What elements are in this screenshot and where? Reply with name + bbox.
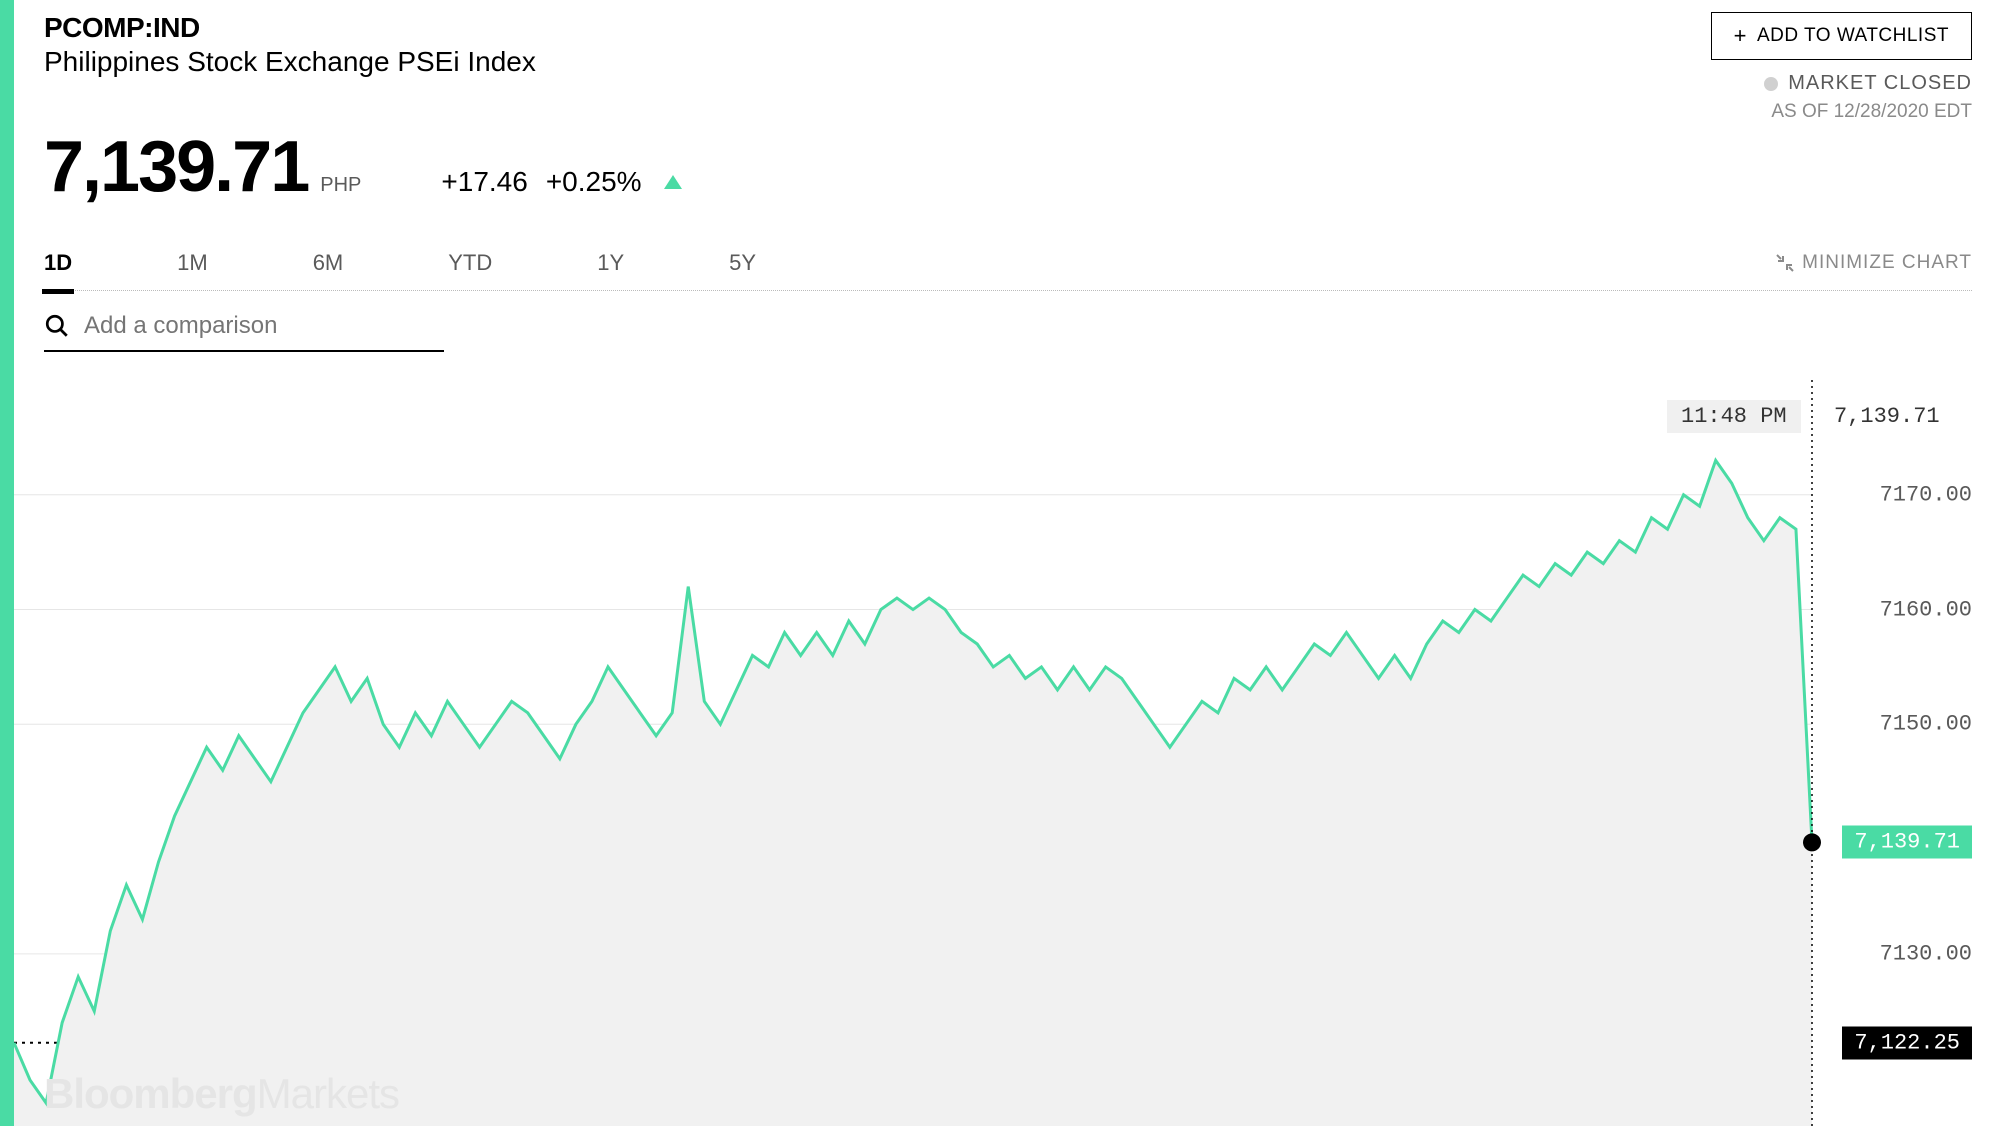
tab-1m[interactable]: 1M (177, 250, 208, 276)
tab-5y[interactable]: 5Y (729, 250, 756, 276)
minimize-icon (1776, 254, 1794, 272)
change-absolute: +17.46 (441, 166, 527, 198)
change-percent: +0.25% (546, 166, 642, 198)
price-chart[interactable] (14, 380, 1972, 1126)
index-name: Philippines Stock Exchange PSEi Index (44, 46, 1972, 78)
watermark-light: Markets (257, 1070, 399, 1117)
tab-ytd[interactable]: YTD (448, 250, 492, 276)
accent-bar (0, 0, 14, 1126)
plus-icon: + (1734, 25, 1747, 47)
market-status: MARKET CLOSED (1764, 72, 1972, 95)
watermark-bold: Bloomberg (44, 1070, 257, 1117)
as-of-timestamp: AS OF 12/28/2020 EDT (1764, 101, 1972, 123)
minimize-chart-button[interactable]: MINIMIZE CHART (1776, 252, 1972, 274)
tooltip-time: 11:48 PM (1667, 400, 1801, 433)
price-row: 7,139.71 PHP +17.46 +0.25% (44, 126, 1972, 208)
ticker-symbol: PCOMP:IND (44, 12, 1972, 44)
timeframe-tabs: 1D 1M 6M YTD 1Y 5Y MINIMIZE CHART (44, 250, 1972, 291)
tab-1d[interactable]: 1D (44, 250, 72, 276)
watermark: BloombergMarkets (44, 1070, 399, 1118)
minimize-label: MINIMIZE CHART (1802, 252, 1972, 274)
status-row: MARKET CLOSED AS OF 12/28/2020 EDT (1764, 72, 1972, 123)
y-axis-labels: 7130.007150.007160.007170.00 (1822, 380, 1972, 1126)
search-icon (44, 313, 70, 339)
market-status-text: MARKET CLOSED (1788, 72, 1972, 95)
watchlist-label: ADD TO WATCHLIST (1757, 25, 1949, 47)
status-dot-icon (1764, 77, 1778, 91)
header: PCOMP:IND Philippines Stock Exchange PSE… (44, 12, 1972, 208)
comparison-input-wrapper[interactable] (44, 312, 444, 352)
tab-1y[interactable]: 1Y (597, 250, 624, 276)
comparison-input[interactable] (84, 312, 444, 340)
currency-label: PHP (320, 174, 361, 197)
chart-area[interactable]: 11:48 PM 7,139.71 7,139.71 7,122.25 7130… (14, 380, 1972, 1126)
up-arrow-icon (664, 175, 682, 189)
add-to-watchlist-button[interactable]: + ADD TO WATCHLIST (1711, 12, 1972, 60)
last-price: 7,139.71 (44, 126, 308, 208)
tab-6m[interactable]: 6M (313, 250, 344, 276)
